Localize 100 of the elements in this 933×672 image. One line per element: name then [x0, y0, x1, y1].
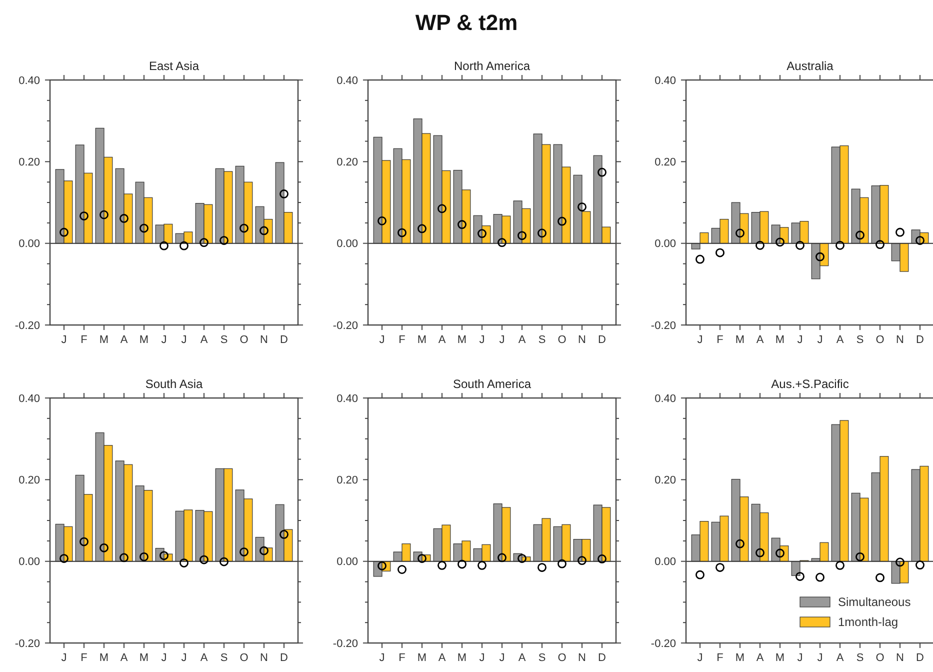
x-tick-label: F: [80, 334, 88, 346]
x-tick-label: M: [139, 652, 149, 664]
x-tick-label: N: [896, 334, 904, 346]
y-tick-label: -0.20: [14, 320, 40, 332]
x-tick-label: M: [99, 652, 109, 664]
x-tick-label: A: [518, 334, 526, 346]
x-tick-label: S: [538, 652, 546, 664]
chart-title: South America: [452, 377, 532, 391]
y-tick-label: 0.00: [18, 238, 40, 250]
x-tick-label: N: [578, 652, 586, 664]
x-tick-label: F: [80, 652, 88, 664]
x-tick-label: M: [735, 334, 745, 346]
y-tick-label: 0.40: [654, 74, 676, 87]
chart-title: South Asia: [145, 377, 204, 391]
y-tick-label: -0.20: [14, 638, 40, 650]
x-tick-label: A: [756, 334, 764, 346]
y-tick-label: 0.20: [654, 474, 676, 487]
x-tick-label: N: [896, 652, 904, 664]
x-tick-label: J: [161, 652, 167, 664]
x-tick-label: S: [220, 334, 228, 346]
y-tick-label: -0.20: [332, 320, 358, 332]
x-tick-label: J: [181, 334, 187, 346]
x-tick-label: S: [856, 652, 864, 664]
x-tick-label: J: [817, 652, 823, 664]
x-tick-label: M: [99, 334, 109, 346]
y-tick-label: 0.00: [18, 556, 40, 568]
x-tick-label: M: [139, 334, 149, 346]
x-tick-label: N: [578, 334, 586, 346]
x-tick-label: J: [697, 652, 703, 664]
x-tick-label: D: [916, 334, 924, 346]
chart-title: Aus.+S.Pacific: [771, 377, 849, 391]
x-tick-label: S: [220, 652, 228, 664]
x-tick-label: J: [61, 334, 67, 346]
x-tick-label: N: [260, 652, 268, 664]
x-tick-label: J: [817, 334, 823, 346]
x-tick-label: J: [479, 334, 485, 346]
x-tick-label: M: [735, 652, 745, 664]
y-tick-label: -0.20: [650, 320, 676, 332]
x-tick-label: A: [200, 334, 208, 346]
x-tick-label: J: [181, 652, 187, 664]
x-tick-label: J: [379, 652, 385, 664]
chart-title: Australia: [786, 59, 834, 73]
y-tick-label: 0.20: [336, 474, 358, 487]
y-tick-label: 0.00: [336, 556, 358, 568]
x-tick-label: O: [876, 334, 885, 346]
x-tick-label: A: [836, 652, 844, 664]
x-tick-label: M: [417, 652, 427, 664]
x-tick-label: M: [457, 652, 467, 664]
x-tick-label: J: [697, 334, 703, 346]
x-tick-label: J: [797, 334, 803, 346]
y-tick-label: -0.20: [650, 638, 676, 650]
chart-title: North America: [454, 59, 530, 73]
x-tick-label: J: [499, 334, 505, 346]
x-tick-label: D: [280, 652, 288, 664]
x-tick-label: A: [120, 652, 128, 664]
x-tick-label: S: [538, 334, 546, 346]
x-tick-label: O: [240, 652, 249, 664]
x-tick-label: F: [716, 652, 724, 664]
x-tick-label: F: [398, 334, 406, 346]
x-tick-label: A: [120, 334, 128, 346]
x-tick-label: J: [61, 652, 67, 664]
x-tick-label: A: [438, 652, 446, 664]
x-tick-label: O: [558, 652, 567, 664]
y-tick-label: 0.40: [336, 392, 358, 405]
y-tick-label: 0.00: [654, 556, 676, 568]
y-tick-label: 0.20: [654, 156, 676, 169]
x-tick-label: J: [379, 334, 385, 346]
x-tick-label: F: [398, 652, 406, 664]
x-tick-label: A: [836, 334, 844, 346]
legend-label: Simultaneous: [838, 595, 911, 609]
x-tick-label: D: [598, 652, 606, 664]
y-tick-label: 0.40: [336, 74, 358, 87]
x-tick-label: N: [260, 334, 268, 346]
x-tick-label: A: [438, 334, 446, 346]
x-tick-label: J: [499, 652, 505, 664]
x-tick-label: A: [200, 652, 208, 664]
chart-title: East Asia: [148, 59, 200, 73]
x-tick-label: D: [280, 334, 288, 346]
text: WP & t2m: [415, 10, 518, 35]
x-tick-label: S: [856, 334, 864, 346]
x-tick-label: M: [457, 334, 467, 346]
x-tick-label: M: [775, 334, 785, 346]
y-tick-label: 0.00: [336, 238, 358, 250]
y-tick-label: 0.20: [18, 156, 40, 169]
y-tick-label: -0.20: [332, 638, 358, 650]
x-tick-label: J: [479, 652, 485, 664]
y-tick-label: 0.00: [654, 238, 676, 250]
x-tick-label: A: [756, 652, 764, 664]
x-tick-label: J: [797, 652, 803, 664]
x-tick-label: D: [598, 334, 606, 346]
x-tick-label: O: [240, 334, 249, 346]
x-tick-label: F: [716, 334, 724, 346]
y-tick-label: 0.20: [336, 156, 358, 169]
legend-label: 1month-lag: [838, 615, 898, 629]
x-tick-label: O: [558, 334, 567, 346]
x-tick-label: D: [916, 652, 924, 664]
y-tick-label: 0.40: [18, 74, 40, 87]
x-tick-label: A: [518, 652, 526, 664]
x-tick-label: J: [161, 334, 167, 346]
x-tick-label: M: [775, 652, 785, 664]
